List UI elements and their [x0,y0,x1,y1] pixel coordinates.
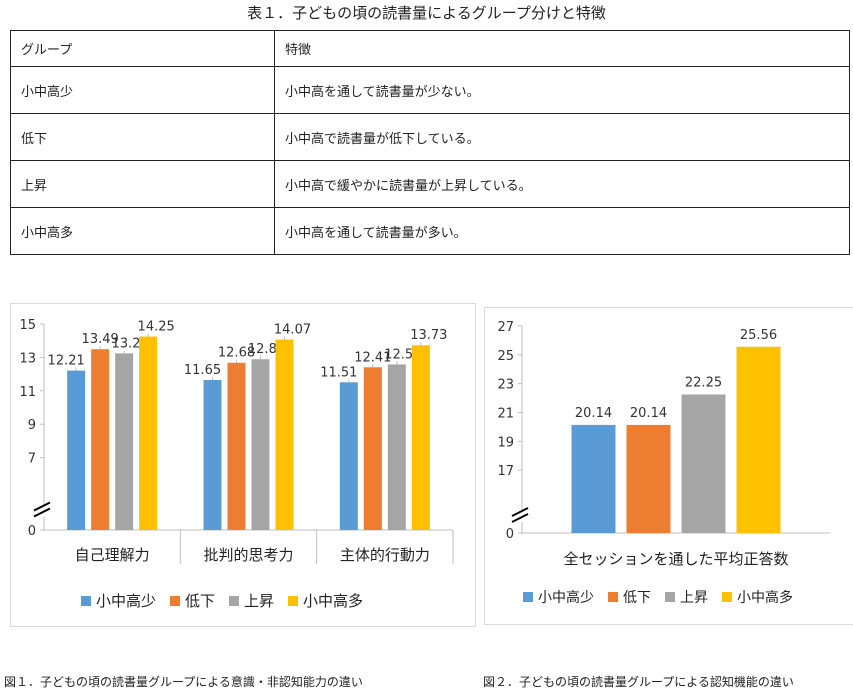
legend-swatch [81,596,91,606]
legend-label: 小中高少 [538,589,594,606]
table-header-row: グループ 特徴 [10,30,850,67]
legend-swatch [229,596,239,606]
table-header-group: グループ [10,30,275,67]
data-label: 13.49 [82,332,119,347]
data-label: 13.73 [410,328,447,343]
chart-1: 07911131512.2113.4913.2414.25自己理解力11.651… [19,318,454,610]
table-header-feature: 特徴 [274,30,850,67]
x-category-label: 自己理解力 [75,546,150,564]
group-table: グループ 特徴 小中高少 小中高を通して読書量が少ない。 低下 小中高で読書量が… [10,30,850,255]
axis-break-gap [32,504,52,517]
axis-break-mark [510,507,530,523]
bar [387,364,406,530]
y-tick-label: 9 [28,418,36,433]
table-row: 小中高多 小中高を通して読書量が多い。 [10,207,850,255]
feature-cell: 小中高で緩やかに読書量が上昇している。 [274,160,850,208]
bar [203,379,222,530]
bar [67,370,86,530]
legend-label: 小中高多 [737,589,793,606]
bar [275,339,294,530]
y-tick-label: 25 [497,349,514,364]
axis-break-stroke [33,507,51,518]
y-tick-label: 11 [19,385,36,400]
bar [339,382,358,530]
bar [91,349,110,530]
data-label: 11.65 [184,363,221,378]
group-cell: 低下 [10,113,275,161]
y-tick-label: 17 [497,464,514,479]
legend-swatch [665,592,675,602]
bar [251,359,270,530]
legend-label: 小中高多 [303,592,363,610]
legend-swatch [608,592,618,602]
data-label: 12.21 [48,354,85,369]
y-tick-label: 21 [497,407,514,422]
y-tick-label: 19 [497,435,514,450]
group-cell: 小中高多 [10,207,275,255]
feature-cell: 小中高で読書量が低下している。 [274,113,850,161]
bar [411,345,430,530]
bar [736,346,781,533]
axis-break-mark [32,501,52,518]
bar [115,353,134,530]
data-label: 14.07 [274,323,311,338]
legend-swatch [722,592,732,602]
bar [363,367,382,530]
table-row: 小中高少 小中高を通して読書量が少ない。 [10,66,850,114]
chart-panel-1: 0 7 9 11 13 15 12.21 13.49 13.24 14.25 自己理解力 11.65 1… [10,303,476,627]
data-label: 22.25 [685,375,722,390]
y-tick-label: 13 [19,351,36,366]
table-row: 上昇 小中高で緩やかに読書量が上昇している。 [10,160,850,208]
bar [626,424,671,533]
legend-swatch [288,596,298,606]
table-row: 低下 小中高で読書量が低下している。 [10,113,850,161]
bar [681,394,726,533]
data-label: 11.51 [320,365,357,380]
x-category-label: 批判的思考力 [203,546,293,564]
y-tick-label: 27 [497,320,514,335]
x-category-label: 主体的行動力 [340,546,430,564]
group-cell: 上昇 [10,160,275,208]
data-label: 20.14 [575,406,612,421]
axis-break-stroke [33,501,51,512]
data-label: 12.41 [354,350,391,365]
y-tick-label: 7 [28,452,36,467]
legend-label: 低下 [185,592,215,610]
group-cell: 小中高少 [10,66,275,114]
data-label: 14.25 [138,320,175,335]
legend-swatch [523,592,533,602]
y-tick-label: 0 [28,524,36,539]
y-tick-label: 15 [19,318,36,333]
table-title: 表１．子どもの頃の読書量によるグループ分けと特徴 [247,4,606,22]
chart-2: 0 17 19 21 23 25 27 20.14 20.14 22.25 25.56 全セッションを… [497,320,830,606]
y-tick-label: 0 [506,527,514,542]
legend-label: 上昇 [244,592,274,610]
legend-label: 小中高少 [96,592,156,610]
bar [139,336,158,530]
axis-break-stroke [511,507,529,517]
feature-cell: 小中高を通して読書量が多い。 [274,207,850,255]
legend-label: 上昇 [680,590,708,606]
y-tick-label: 23 [497,378,514,393]
x-category-label: 全セッションを通した平均正答数 [563,550,788,568]
data-label: 12.68 [218,346,255,361]
figure-2-caption: 図２．子どもの頃の読書量グループによる認知機能の違い [483,675,794,689]
figure-1-caption: 図１．子どもの頃の読書量グループによる意識・非認知能力の違い [4,675,363,689]
axis-break-stroke [511,513,529,523]
feature-cell: 小中高を通して読書量が少ない。 [274,66,850,114]
data-label: 20.14 [630,406,667,421]
chart-panel-2: 0 17 19 21 23 25 27 20.14 20.14 22.25 25.56 全セッションを… [484,307,853,625]
bar [571,424,616,533]
data-label: 25.56 [740,328,777,343]
legend-swatch [170,596,180,606]
axis-break-gap [510,510,530,522]
legend-label: 低下 [623,590,651,606]
bar [227,362,246,530]
